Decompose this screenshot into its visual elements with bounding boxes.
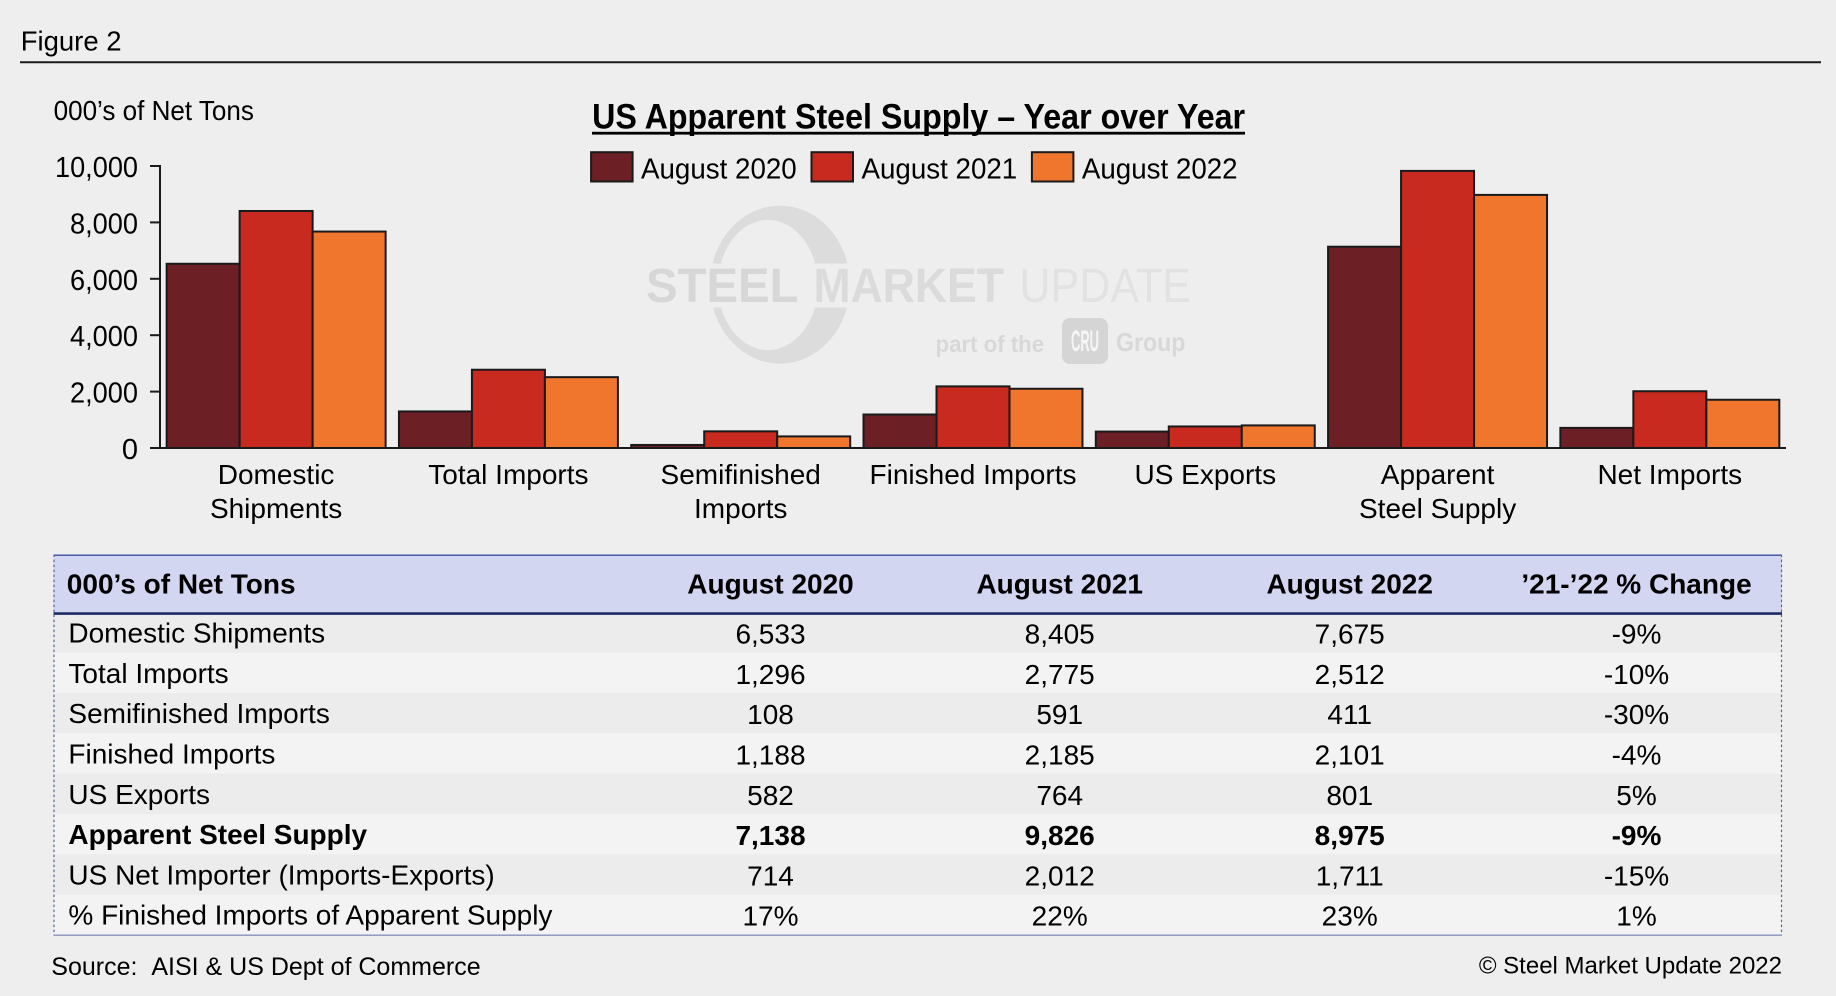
svg-text:17%: 17% — [742, 901, 798, 932]
svg-text:August 2020: August 2020 — [641, 153, 797, 185]
svg-text:714: 714 — [747, 860, 794, 891]
svg-text:411: 411 — [1327, 699, 1372, 730]
svg-text:Apparent Steel Supply: Apparent Steel Supply — [68, 819, 367, 850]
svg-text:2,000: 2,000 — [70, 378, 138, 410]
svg-text:582: 582 — [747, 780, 794, 811]
svg-text:Domestic: Domestic — [218, 459, 335, 490]
svg-text:-4%: -4% — [1612, 739, 1662, 770]
svg-text:US Apparent Steel Supply – Yea: US Apparent Steel Supply – Year over Yea… — [592, 97, 1245, 136]
svg-text:1,296: 1,296 — [735, 659, 805, 690]
svg-text:2,185: 2,185 — [1025, 739, 1095, 770]
svg-text:108: 108 — [747, 699, 794, 730]
svg-text:0: 0 — [122, 434, 138, 466]
svg-text:9,826: 9,826 — [1025, 820, 1095, 851]
svg-text:Finished Imports: Finished Imports — [68, 738, 275, 769]
svg-text:4,000: 4,000 — [70, 321, 138, 353]
svg-text:Source: AISI & US Dept of Com: Source: AISI & US Dept of Commerce — [51, 953, 480, 981]
svg-text:Group: Group — [1116, 327, 1185, 357]
svg-text:-10%: -10% — [1604, 659, 1669, 690]
svg-text:August 2020: August 2020 — [687, 569, 854, 600]
svg-text:’21-’22 % Change: ’21-’22 % Change — [1521, 569, 1751, 600]
svg-text:UPDATE: UPDATE — [1019, 260, 1191, 313]
svg-text:2,775: 2,775 — [1025, 659, 1095, 690]
svg-text:US Exports: US Exports — [68, 779, 210, 810]
svg-text:000’s of Net Tons: 000’s of Net Tons — [54, 95, 254, 126]
svg-text:801: 801 — [1326, 780, 1373, 811]
svg-text:CRU: CRU — [1071, 325, 1099, 358]
svg-text:part of the: part of the — [936, 331, 1045, 357]
svg-text:August 2021: August 2021 — [862, 153, 1018, 185]
svg-text:August 2021: August 2021 — [976, 569, 1143, 600]
svg-text:7,675: 7,675 — [1315, 619, 1385, 650]
svg-text:591: 591 — [1036, 699, 1083, 730]
svg-text:© Steel Market Update 2022: © Steel Market Update 2022 — [1479, 953, 1782, 980]
svg-text:Shipments: Shipments — [210, 493, 342, 524]
svg-text:1%: 1% — [1616, 901, 1656, 932]
svg-text:764: 764 — [1036, 780, 1083, 811]
svg-text:8,000: 8,000 — [70, 208, 138, 240]
svg-text:Finished Imports: Finished Imports — [870, 459, 1077, 490]
svg-text:Steel Supply: Steel Supply — [1359, 493, 1516, 524]
svg-text:23%: 23% — [1322, 901, 1378, 932]
svg-text:7,138: 7,138 — [735, 820, 805, 851]
svg-text:1,711: 1,711 — [1316, 860, 1384, 891]
svg-text:Imports: Imports — [694, 493, 787, 524]
svg-text:Figure 2: Figure 2 — [21, 25, 122, 56]
svg-text:% Finished Imports of Apparent: % Finished Imports of Apparent Supply — [68, 900, 552, 931]
svg-text:8,975: 8,975 — [1315, 820, 1385, 851]
svg-text:Semifinished: Semifinished — [661, 459, 821, 490]
svg-text:000’s of Net Tons: 000’s of Net Tons — [67, 569, 296, 600]
svg-text:-9%: -9% — [1612, 619, 1662, 650]
svg-text:STEEL: STEEL — [646, 260, 799, 313]
svg-text:US Net Importer (Imports-Expor: US Net Importer (Imports-Exports) — [68, 859, 494, 890]
svg-text:Apparent: Apparent — [1381, 459, 1495, 490]
svg-text:8,405: 8,405 — [1025, 619, 1095, 650]
svg-text:-15%: -15% — [1604, 860, 1669, 891]
svg-text:US Exports: US Exports — [1134, 459, 1276, 490]
svg-text:August 2022: August 2022 — [1082, 153, 1238, 185]
svg-text:2,512: 2,512 — [1315, 659, 1385, 690]
svg-text:6,000: 6,000 — [70, 265, 138, 297]
svg-text:22%: 22% — [1032, 901, 1088, 932]
svg-text:Semifinished Imports: Semifinished Imports — [68, 698, 329, 729]
svg-text:2,101: 2,101 — [1315, 739, 1385, 770]
svg-text:5%: 5% — [1616, 780, 1656, 811]
svg-text:2,012: 2,012 — [1025, 860, 1095, 891]
svg-text:Total Imports: Total Imports — [68, 658, 228, 689]
svg-text:6,533: 6,533 — [735, 619, 805, 650]
svg-text:August 2022: August 2022 — [1266, 569, 1433, 600]
svg-text:Domestic Shipments: Domestic Shipments — [68, 618, 325, 649]
svg-text:1,188: 1,188 — [735, 739, 805, 770]
svg-text:Net Imports: Net Imports — [1597, 459, 1742, 490]
svg-text:Total Imports: Total Imports — [428, 459, 588, 490]
svg-text:10,000: 10,000 — [55, 152, 138, 184]
svg-text:-30%: -30% — [1604, 699, 1669, 730]
svg-text:MARKET: MARKET — [814, 260, 1005, 313]
svg-text:-9%: -9% — [1612, 820, 1662, 851]
